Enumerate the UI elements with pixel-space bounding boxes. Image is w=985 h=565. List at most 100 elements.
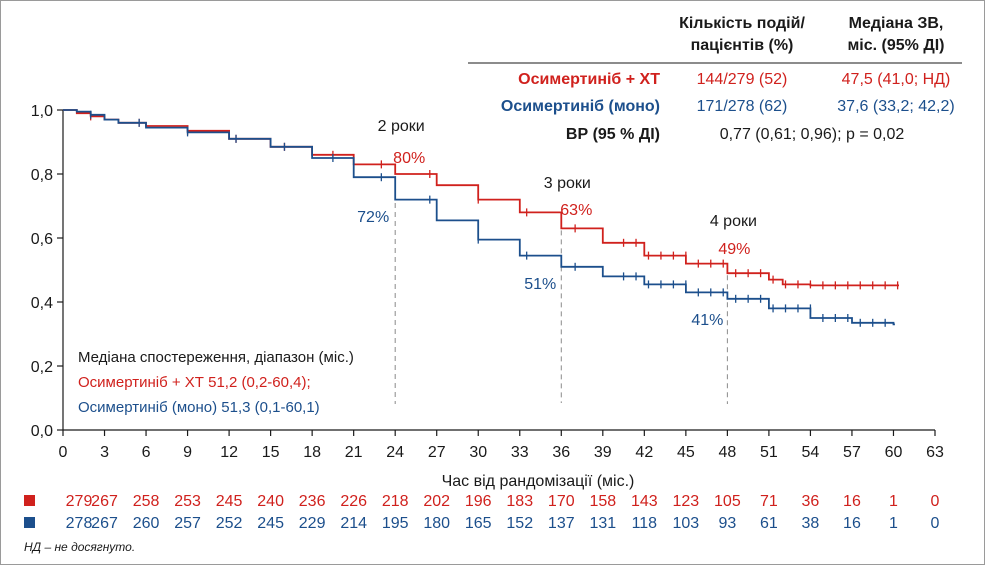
arm1-marker	[24, 495, 35, 506]
risk-arm2-value: 257	[174, 515, 201, 532]
events-header-line1: Кількість подій/	[679, 15, 805, 32]
y-tick-label: 1,0	[31, 103, 53, 120]
x-tick-label: 42	[635, 444, 653, 461]
x-ticks: 0 3 6 9 12 15 18 21 24 27 30 33 36 39 42 45 48 51 54 57 60 63	[59, 430, 944, 461]
y-tick-label: 0,8	[31, 167, 53, 184]
risk-arm2-value: 229	[299, 515, 326, 532]
x-axis-label: Час від рандомізації (міс.)	[442, 473, 635, 490]
hr-label: ВР (95 % ДІ)	[566, 126, 660, 143]
milestone-arm1-value: 80%	[393, 150, 425, 167]
risk-arm1-value: 226	[340, 493, 367, 510]
x-tick-label: 0	[59, 444, 68, 461]
risk-arm2-value: 278	[66, 515, 93, 532]
km-curve-mono	[63, 109, 895, 326]
risk-arm1-value: 1	[889, 493, 898, 510]
risk-arm2-value: 1	[889, 515, 898, 532]
risk-arm2-value: 103	[673, 515, 700, 532]
median-header-line1: Медіана ЗВ,	[849, 15, 944, 32]
risk-arm2-value: 0	[931, 515, 940, 532]
y-tick-label: 0,0	[31, 423, 53, 440]
row2-name: Осимертиніб (моно)	[501, 98, 660, 115]
x-tick-label: 45	[677, 444, 695, 461]
followup-title: Медіана спостереження, діапазон (міс.)	[78, 349, 354, 366]
risk-arm1-value: 170	[548, 493, 575, 510]
risk-arm1-value: 71	[760, 493, 778, 510]
risk-arm1-value: 16	[843, 493, 861, 510]
events-header-line2: пацієнтів (%)	[691, 37, 794, 54]
milestone-arm2-value: 51%	[524, 276, 556, 293]
milestone-arm1-value: 63%	[560, 202, 592, 219]
x-tick-label: 6	[142, 444, 151, 461]
risk-arm2-value: 16	[843, 515, 861, 532]
followup-arm2: Осимертиніб (моно) 51,3 (0,1-60,1)	[78, 399, 320, 416]
x-tick-label: 30	[469, 444, 487, 461]
y-tick-label: 0,4	[31, 295, 53, 312]
x-tick-label: 18	[303, 444, 321, 461]
risk-arm2-value: 152	[506, 515, 533, 532]
risk-arm2-value: 180	[423, 515, 450, 532]
risk-arm1-value: 202	[423, 493, 450, 510]
risk-arm2-value: 93	[718, 515, 736, 532]
x-tick-label: 54	[802, 444, 820, 461]
x-tick-label: 21	[345, 444, 363, 461]
risk-arm1-value: 253	[174, 493, 201, 510]
x-tick-label: 24	[386, 444, 404, 461]
x-tick-label: 33	[511, 444, 529, 461]
risk-arm1-value: 105	[714, 493, 741, 510]
y-tick-label: 0,2	[31, 359, 53, 376]
milestone-arm2-value: 72%	[357, 209, 389, 226]
risk-arm1-value: 123	[673, 493, 700, 510]
axes	[62, 110, 935, 431]
risk-table: 2792782672672582602532572452522402452362…	[24, 493, 940, 532]
x-tick-label: 39	[594, 444, 612, 461]
risk-arm1-value: 158	[589, 493, 616, 510]
median-header-line2: міс. (95% ДІ)	[847, 37, 944, 54]
milestone-year-label: 2 роки	[378, 118, 425, 135]
x-tick-label: 36	[552, 444, 570, 461]
footnote: НД – не досягнуто.	[24, 540, 136, 554]
x-tick-label: 15	[262, 444, 280, 461]
milestone-year-label: 3 роки	[544, 175, 591, 192]
x-tick-label: 48	[718, 444, 736, 461]
risk-arm2-value: 214	[340, 515, 367, 532]
risk-arm2-value: 165	[465, 515, 492, 532]
followup-arm1: Осимертиніб + ХТ 51,2 (0,2-60,4);	[78, 374, 311, 391]
risk-arm1-value: 240	[257, 493, 284, 510]
row2-events: 171/278 (62)	[697, 98, 788, 115]
risk-arm1-value: 218	[382, 493, 409, 510]
risk-arm2-value: 267	[91, 515, 118, 532]
risk-arm2-value: 131	[589, 515, 616, 532]
x-tick-label: 63	[926, 444, 944, 461]
row1-name: Осимертиніб + ХТ	[518, 71, 660, 88]
risk-arm2-value: 61	[760, 515, 778, 532]
risk-arm1-value: 236	[299, 493, 326, 510]
risk-arm1-value: 258	[133, 493, 160, 510]
risk-arm2-value: 252	[216, 515, 243, 532]
risk-arm2-value: 38	[802, 515, 820, 532]
risk-arm2-value: 260	[133, 515, 160, 532]
row1-median: 47,5 (41,0; НД)	[842, 71, 951, 88]
milestone-arm1-value: 49%	[718, 241, 750, 258]
row2-median: 37,6 (33,2; 42,2)	[837, 98, 954, 115]
milestone-annotations: 2 роки 80% 72% 3 роки 63% 51% 4 роки 49% 41%	[357, 118, 757, 329]
risk-arm1-value: 267	[91, 493, 118, 510]
risk-arm2-value: 137	[548, 515, 575, 532]
stats-table: Кількість подій/ пацієнтів (%) Медіана З…	[468, 15, 962, 143]
risk-arm1-value: 245	[216, 493, 243, 510]
risk-arm2-value: 118	[632, 515, 658, 532]
risk-arm2-value: 245	[257, 515, 284, 532]
risk-arm1-value: 196	[465, 493, 492, 510]
x-tick-label: 60	[885, 444, 903, 461]
x-tick-label: 57	[843, 444, 861, 461]
risk-arm2-value: 195	[382, 515, 409, 532]
risk-arm1-value: 143	[631, 493, 658, 510]
survival-curves	[63, 109, 899, 327]
y-ticks: 0,0 0,2 0,4 0,6 0,8 1,0	[31, 103, 63, 440]
milestone-year-label: 4 роки	[710, 213, 757, 230]
milestone-arm2-value: 41%	[691, 312, 723, 329]
risk-arm1-value: 36	[802, 493, 820, 510]
x-tick-label: 9	[183, 444, 192, 461]
risk-arm1-value: 0	[931, 493, 940, 510]
